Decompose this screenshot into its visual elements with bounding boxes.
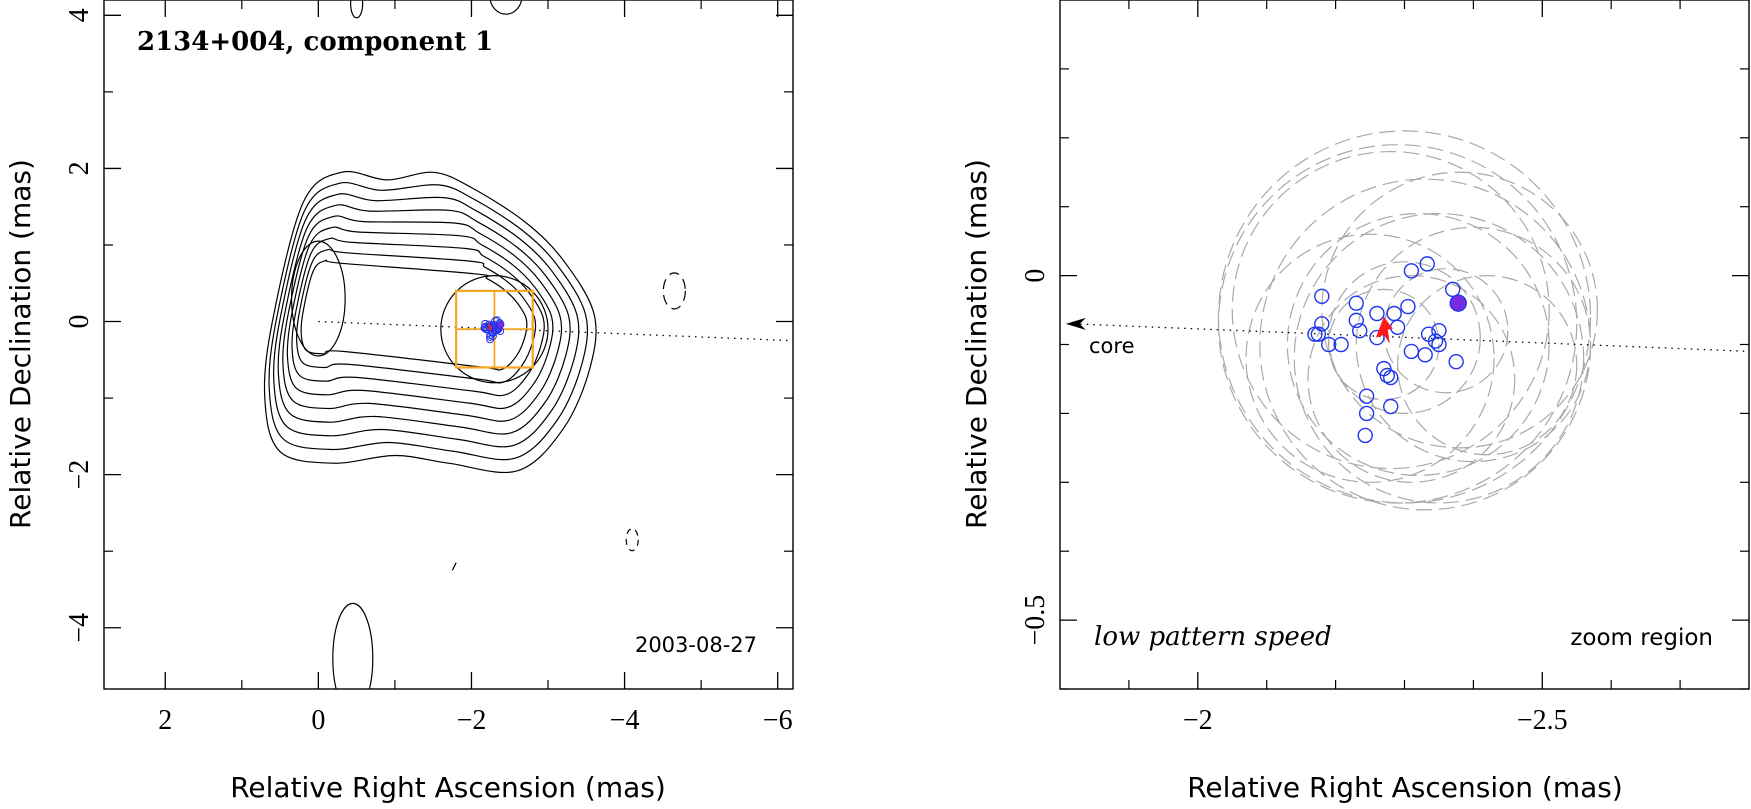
component-point-small bbox=[486, 335, 495, 344]
contour-map bbox=[263, 0, 686, 689]
component-point bbox=[1358, 388, 1375, 404]
left-overlay bbox=[318, 289, 793, 369]
component-point bbox=[1348, 295, 1364, 311]
component-point bbox=[1386, 305, 1402, 322]
jet-axis-line bbox=[1073, 323, 1749, 353]
component-point bbox=[1369, 305, 1385, 322]
contour-isolated bbox=[489, 0, 523, 15]
contour-line bbox=[282, 215, 563, 422]
pattern-trace-circle bbox=[1321, 171, 1599, 449]
right-panel: −2 −2.5 0 −0.5 low pattern speed zoom regio… bbox=[960, 0, 1750, 804]
component-point bbox=[1307, 326, 1323, 342]
pattern-trace-circle bbox=[1286, 212, 1550, 477]
left-ytick-label: −2 bbox=[64, 460, 95, 490]
left-ytick-label: 0 bbox=[64, 315, 95, 329]
component-point bbox=[1417, 347, 1433, 363]
pattern-trace-circle bbox=[1355, 226, 1592, 463]
pattern-trace-circle bbox=[1217, 144, 1578, 504]
component-point bbox=[1333, 336, 1349, 353]
left-y-axis-label: Relative Declination (mas) bbox=[4, 159, 37, 529]
contour-negative bbox=[662, 272, 686, 310]
pattern-trace-circle bbox=[1293, 212, 1585, 504]
date-label: 2003-08-27 bbox=[635, 633, 757, 657]
component-point bbox=[1352, 323, 1368, 339]
component-point bbox=[1310, 326, 1327, 342]
left-x-axis-label: Relative Right Ascension (mas) bbox=[230, 771, 666, 804]
red-marker-small bbox=[487, 321, 493, 332]
component-point bbox=[1314, 288, 1330, 304]
right-plot-frame bbox=[1059, 0, 1750, 690]
component-point bbox=[1357, 427, 1373, 444]
component-point bbox=[1448, 354, 1464, 370]
component-point bbox=[1419, 256, 1435, 272]
contour-line bbox=[295, 248, 537, 384]
right-ticks: −2 −2.5 0 −0.5 bbox=[1020, 0, 1749, 736]
component-point bbox=[1358, 405, 1375, 422]
component-point bbox=[1383, 398, 1399, 415]
left-ticks: 2 0 −2 −4 −6 4 2 0 −2 −4 bbox=[64, 0, 793, 736]
right-ytick-label: 0 bbox=[1020, 269, 1051, 283]
component-point-highlight bbox=[1449, 294, 1467, 312]
pattern-trace-circle bbox=[1397, 275, 1578, 456]
core-label: core bbox=[1089, 334, 1135, 358]
pattern-trace-circle bbox=[1245, 233, 1495, 483]
right-x-axis-label: Relative Right Ascension (mas) bbox=[1187, 771, 1623, 804]
pattern-trace-circle bbox=[1328, 288, 1440, 401]
left-xtick-label: −4 bbox=[610, 705, 640, 736]
pattern-trace-circle bbox=[1307, 275, 1516, 483]
contour-line-inner bbox=[440, 275, 549, 384]
left-xtick-label: −2 bbox=[457, 705, 487, 736]
jet-axis-line bbox=[318, 320, 793, 342]
component-point bbox=[1400, 298, 1416, 315]
left-xtick-label: 0 bbox=[311, 705, 325, 736]
contour-isolated bbox=[332, 602, 374, 689]
component-point bbox=[1403, 343, 1420, 360]
component-point-highlight-small bbox=[496, 320, 505, 329]
component-point-small bbox=[488, 328, 497, 337]
left-ytick-label: 2 bbox=[64, 161, 95, 175]
contour-line bbox=[300, 259, 528, 371]
left-panel: 2 0 −2 −4 −6 4 2 0 −2 −4 2134+004, component 1 20… bbox=[4, 0, 794, 804]
component-point bbox=[1403, 263, 1420, 279]
component-point bbox=[1431, 336, 1447, 353]
left-xtick-label: −6 bbox=[763, 705, 793, 736]
panel-title: 2134+004, component 1 bbox=[137, 27, 493, 57]
pattern-speed-label: low pattern speed bbox=[1094, 622, 1332, 652]
left-xtick-label: 2 bbox=[158, 705, 172, 736]
pattern-trace-circle bbox=[1231, 150, 1550, 470]
component-point bbox=[1348, 312, 1364, 329]
contour-fragment bbox=[451, 562, 457, 571]
contour-line bbox=[277, 204, 571, 435]
component-point bbox=[1389, 319, 1406, 335]
pattern-trace-circle bbox=[1217, 130, 1592, 504]
component-point bbox=[1321, 336, 1337, 353]
contour-isolated bbox=[350, 0, 364, 19]
component-point bbox=[1369, 329, 1385, 346]
contour-line-inner bbox=[290, 240, 346, 357]
left-ytick-label: 4 bbox=[64, 8, 95, 22]
zoom-region-label: zoom region bbox=[1570, 625, 1713, 651]
contour-line bbox=[263, 170, 597, 474]
right-y-axis-label: Relative Declination (mas) bbox=[960, 159, 993, 529]
component-point bbox=[1445, 281, 1461, 298]
right-xtick-label: −2 bbox=[1183, 705, 1213, 736]
contour-line bbox=[268, 181, 589, 461]
core-arrow bbox=[1065, 317, 1086, 330]
left-plot-frame bbox=[103, 0, 794, 690]
contour-line bbox=[291, 237, 545, 397]
component-point bbox=[1379, 367, 1395, 384]
right-xtick-label: −2.5 bbox=[1517, 705, 1568, 736]
left-ytick-label: −4 bbox=[64, 613, 95, 643]
red-marker bbox=[1375, 316, 1393, 344]
right-ytick-label: −0.5 bbox=[1020, 595, 1051, 646]
right-overlay bbox=[1065, 130, 1749, 511]
component-point bbox=[1383, 369, 1399, 386]
contour-negative bbox=[625, 528, 639, 552]
component-point bbox=[1427, 333, 1444, 349]
pattern-trace-circle bbox=[1259, 178, 1592, 511]
